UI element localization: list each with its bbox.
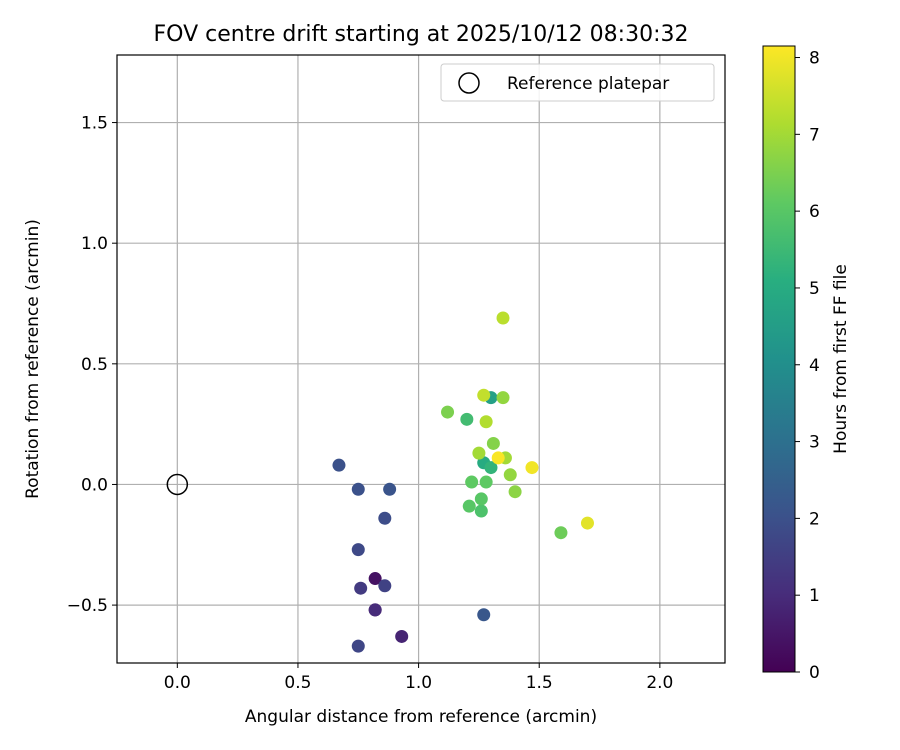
colorbar-tick-label: 0 <box>809 663 820 683</box>
scatter-point <box>465 475 479 489</box>
scatter-point <box>479 475 493 489</box>
y-tick-label: 0.5 <box>81 355 108 375</box>
scatter-point <box>351 482 365 496</box>
reference-point-marker <box>166 473 189 496</box>
scatter-point <box>474 504 488 518</box>
scatter-point <box>351 639 365 653</box>
x-axis-ticks: 0.0 0.5 1.0 1.5 2.0 <box>164 663 673 693</box>
scatter-point <box>460 412 474 426</box>
scatter-point <box>378 579 392 593</box>
scatter-point <box>332 458 346 472</box>
scatter-point <box>474 492 488 506</box>
scatter-point <box>525 461 539 475</box>
scatter-point <box>368 603 382 617</box>
scatter-point <box>496 311 510 325</box>
scatter-point <box>580 516 594 530</box>
y-axis-ticks: −0.5 0.0 0.5 1.0 1.5 <box>67 114 117 616</box>
scatter-point <box>484 461 498 475</box>
scatter-point <box>508 485 522 499</box>
colorbar-tick-label: 4 <box>809 356 820 376</box>
scatter-point <box>395 629 409 643</box>
x-tick-label: 1.0 <box>405 673 432 693</box>
scatter-point <box>383 482 397 496</box>
scatter-point <box>477 608 491 622</box>
x-tick-label: 0.0 <box>164 673 191 693</box>
scatter-point <box>479 415 493 429</box>
grid <box>117 55 725 663</box>
colorbar-tick-label: 2 <box>809 509 820 529</box>
colorbar-ticks: 0 1 2 3 4 5 6 7 8 <box>795 49 820 683</box>
scatter-point <box>491 451 505 465</box>
y-tick-label: 1.0 <box>81 234 108 254</box>
legend: Reference platepar <box>440 63 715 102</box>
scatter-point <box>503 468 517 482</box>
colorbar-label: Hours from first FF file <box>831 264 851 454</box>
scatter-point <box>496 391 510 405</box>
plot-frame <box>116 54 726 664</box>
x-tick-label: 1.5 <box>526 673 553 693</box>
legend-label-reference: Reference platepar <box>507 74 669 94</box>
x-tick-label: 0.5 <box>284 673 311 693</box>
x-axis-label: Angular distance from reference (arcmin) <box>245 707 597 727</box>
scatter-point <box>351 543 365 557</box>
y-tick-label: −0.5 <box>67 596 108 616</box>
chart-title: FOV centre drift starting at 2025/10/12 … <box>154 22 689 47</box>
scatter-point <box>472 446 486 460</box>
scatter-point <box>554 526 568 540</box>
scatter-point <box>462 499 476 513</box>
colorbar-tick-label: 8 <box>809 49 820 69</box>
colorbar-tick-label: 7 <box>809 125 820 145</box>
x-tick-label: 2.0 <box>646 673 673 693</box>
y-tick-label: 1.5 <box>81 114 108 134</box>
y-axis-label: Rotation from reference (arcmin) <box>23 219 43 499</box>
scatter-point <box>368 572 382 586</box>
scatter-point <box>486 436 500 450</box>
colorbar-gradient <box>762 45 796 673</box>
legend-marker-reference <box>458 72 480 94</box>
colorbar-tick-label: 1 <box>809 586 820 606</box>
y-tick-label: 0.0 <box>81 475 108 495</box>
scatter-points <box>166 311 594 653</box>
scatter-point <box>378 511 392 525</box>
colorbar-tick-label: 6 <box>809 202 820 222</box>
scatter-point <box>354 581 368 595</box>
legend-box <box>440 63 715 102</box>
scatter-point <box>477 388 491 402</box>
scatter-point <box>441 405 455 419</box>
colorbar-tick-label: 5 <box>809 279 820 299</box>
colorbar-tick-label: 3 <box>809 433 820 453</box>
colorbar: 0 1 2 3 4 5 6 7 8 Hours from first FF file <box>762 45 851 683</box>
